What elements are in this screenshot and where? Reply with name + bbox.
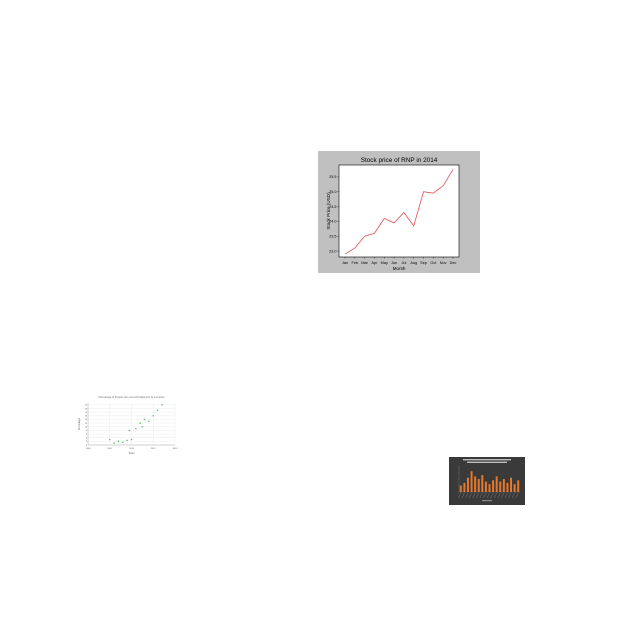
x-tick-label: Dec xyxy=(450,261,457,265)
bar xyxy=(503,479,505,492)
data-point xyxy=(157,410,159,412)
y-tick-label: 25.5 xyxy=(329,175,336,179)
bar xyxy=(460,486,462,493)
data-point xyxy=(113,442,115,444)
x-tick-label: Aug xyxy=(410,261,417,265)
x-tick-label: 2010 xyxy=(129,447,135,450)
data-point xyxy=(135,428,137,430)
y-tick-label: 10 xyxy=(85,427,88,429)
x-axis-label-placeholder xyxy=(482,500,492,501)
y-tick-label: 23.5 xyxy=(329,235,336,239)
scatter-chart: Percentage of People who are self-employ… xyxy=(76,393,180,457)
x-tick-label: Jan xyxy=(342,261,348,265)
bar-chart xyxy=(449,457,525,505)
x-tick-label: Oct xyxy=(430,261,437,265)
y-axis-label: Percentage xyxy=(78,417,81,430)
bar xyxy=(510,478,512,492)
line-chart-panel: Stock price of RNP in 2014 Jan Feb Mar Apr Ma… xyxy=(318,151,480,273)
y-tick-label: 14 xyxy=(85,419,88,421)
bar xyxy=(489,484,491,492)
bar-chart-panel xyxy=(449,457,525,505)
x-tick-label: Mar xyxy=(361,261,368,265)
data-point xyxy=(126,440,128,442)
x-tick-label: Jun xyxy=(391,261,397,265)
bar xyxy=(467,478,469,492)
bar xyxy=(481,475,483,492)
bar xyxy=(471,471,473,492)
data-point xyxy=(131,439,133,441)
bar xyxy=(506,483,508,492)
bar xyxy=(478,479,480,492)
chart-title: Stock price of RNP in 2014 xyxy=(361,157,438,164)
bar xyxy=(496,476,498,492)
x-tick-label: Apr xyxy=(371,261,378,265)
plot-area xyxy=(339,165,459,257)
x-tick-label: 2000 xyxy=(86,447,92,450)
data-point xyxy=(109,439,111,441)
y-tick-label: 12 xyxy=(85,423,88,425)
data-point xyxy=(129,430,131,432)
x-axis-label: Years xyxy=(129,452,135,455)
bar xyxy=(517,480,519,492)
scatter-chart-panel: Percentage of People who are self-employ… xyxy=(76,393,180,457)
y-tick-label: 23.0 xyxy=(329,249,336,253)
y-tick-label: 20 xyxy=(85,408,88,410)
x-tick-label: Nov xyxy=(440,261,447,265)
data-point xyxy=(148,420,150,422)
x-tick-label: 2005 xyxy=(107,447,113,450)
title-bar xyxy=(467,462,507,463)
data-point xyxy=(118,441,120,443)
y-tick-label: 16 xyxy=(85,416,88,418)
data-point xyxy=(122,441,124,443)
bar xyxy=(514,484,516,492)
data-point xyxy=(161,404,163,406)
bar xyxy=(499,482,501,492)
bar xyxy=(485,482,487,492)
title-bar xyxy=(463,459,511,460)
data-point xyxy=(139,422,141,424)
x-tick-label: Sep xyxy=(420,261,427,265)
y-tick-label: 2 xyxy=(86,441,88,443)
x-tick-label: May xyxy=(381,261,388,265)
bar xyxy=(463,483,465,492)
x-tick-label: Jul xyxy=(401,261,406,265)
bar xyxy=(492,480,494,492)
chart-title: Percentage of People who are self-employ… xyxy=(98,395,165,399)
x-tick-label: 2015 xyxy=(151,447,157,450)
x-tick-label: Feb xyxy=(352,261,359,265)
line-chart: Stock price of RNP in 2014 Jan Feb Mar Apr Ma… xyxy=(318,151,480,273)
y-tick-label: 4 xyxy=(86,437,88,439)
x-tick-label: 2020 xyxy=(173,447,179,450)
y-tick-label: 6 xyxy=(86,434,88,436)
x-axis-label: Month xyxy=(393,266,406,271)
y-tick-label: 22 xyxy=(85,405,88,407)
data-point xyxy=(152,415,154,417)
y-tick-label: 8 xyxy=(86,430,88,432)
data-point xyxy=(142,426,144,428)
y-tick-label: 18 xyxy=(85,412,88,414)
bar xyxy=(474,476,476,492)
y-axis-label: Stock Price (USD) xyxy=(326,192,331,230)
data-point xyxy=(144,419,146,421)
